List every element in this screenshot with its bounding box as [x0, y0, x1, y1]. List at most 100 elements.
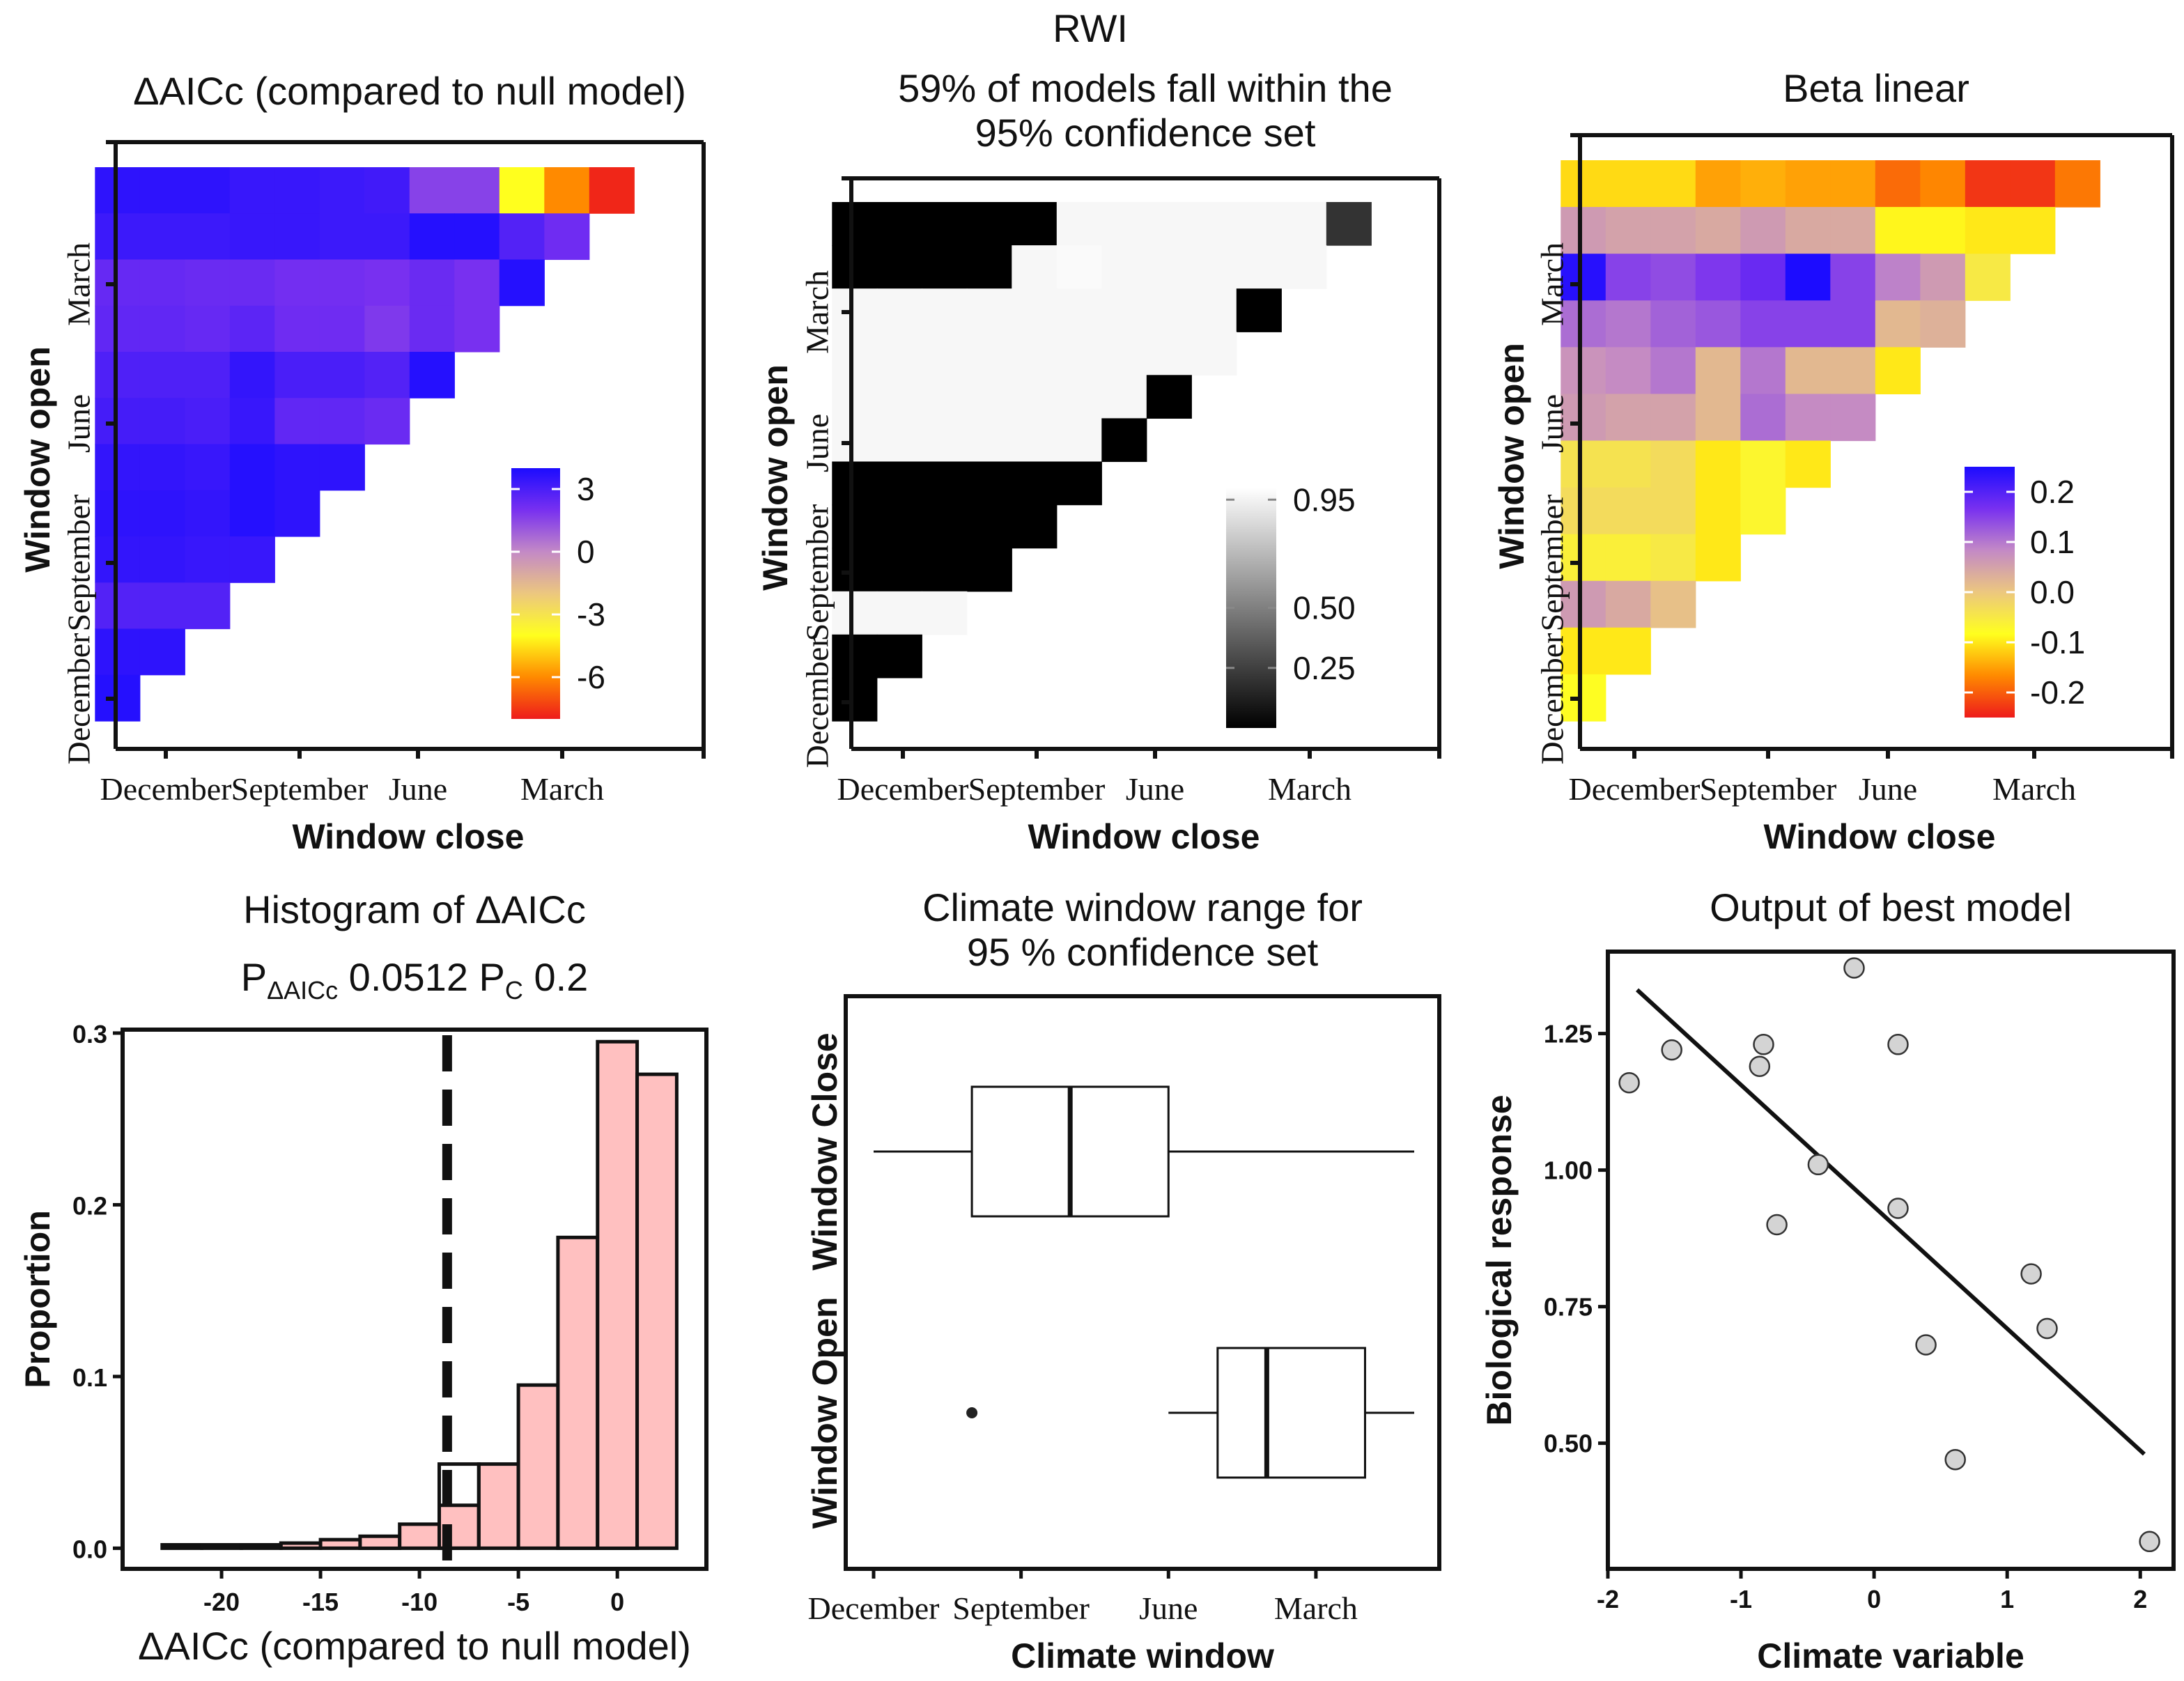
y-category-label: Window Close	[805, 1032, 844, 1270]
heatmap-cell	[1560, 487, 1606, 535]
heatmap-cell	[966, 418, 1012, 463]
data-point	[1753, 1034, 1774, 1055]
heatmap-cell	[1695, 254, 1741, 301]
heatmap-cell	[139, 628, 185, 676]
y-tick-label: 0.0	[72, 1535, 107, 1563]
panel-title: Histogram of ΔAICc	[243, 888, 586, 931]
histogram-bar	[200, 1543, 243, 1550]
legend-colorbar	[511, 468, 560, 719]
data-point	[1887, 1198, 1909, 1219]
heatmap-cell	[1740, 254, 1786, 301]
x-tick-label-june: June	[1859, 771, 1917, 807]
legend-tick-label: 0.0	[2030, 574, 2075, 610]
heatmap-cell	[1830, 160, 1876, 208]
heatmap-cell	[1740, 160, 1786, 208]
heatmap-cell	[966, 245, 1012, 289]
heatmap-cell	[319, 444, 365, 491]
histogram-bar	[358, 1534, 402, 1550]
heatmap-cell	[2010, 160, 2056, 208]
panel-title-line: 95 % confidence set	[967, 930, 1319, 974]
panel-title-line: 59% of models fall within the	[898, 66, 1393, 110]
heatmap-cell	[1101, 418, 1147, 463]
x-tick-label-march: March	[1992, 771, 2076, 807]
x-tick-label: March	[1274, 1590, 1358, 1626]
heatmap-cell	[499, 259, 545, 307]
heatmap-cell	[364, 398, 410, 445]
heatmap-cell	[1605, 394, 1651, 442]
heatmap-cell	[922, 548, 968, 592]
heatmap-cell	[409, 213, 455, 261]
legend-tick-label: -3	[577, 596, 605, 633]
heatmap-cell	[876, 634, 922, 679]
heatmap-cell	[1695, 487, 1741, 535]
heatmap-cell	[1785, 440, 1831, 488]
y-tick-label: 0.2	[72, 1191, 107, 1220]
heatmap-cell	[544, 167, 590, 214]
subtitle-part: P	[241, 955, 267, 999]
heatmap-cell	[1650, 580, 1696, 628]
heatmap-cell	[1012, 245, 1058, 289]
data-point	[1944, 1448, 1966, 1471]
heatmap-cell	[1560, 534, 1606, 582]
x-tick-label-september: September	[968, 771, 1106, 807]
heatmap-cell	[1056, 332, 1102, 375]
y-tick-label-june: June	[1535, 394, 1570, 453]
x-tick-label: -20	[203, 1588, 240, 1616]
heatmap-cell	[1920, 300, 1966, 348]
heatmap-cell	[1146, 375, 1192, 419]
y-tick-label: 0.50	[1544, 1430, 1593, 1458]
heatmap-cell	[1740, 347, 1786, 394]
heatmap-cell	[185, 398, 231, 445]
x-tick-label-september: September	[231, 771, 369, 807]
heatmap-cell	[1056, 418, 1102, 463]
heatmap-cell	[1605, 160, 1651, 208]
heatmap-cell	[1146, 332, 1192, 375]
heatmap-cell	[832, 677, 878, 722]
heatmap-cell	[966, 548, 1012, 592]
x-tick-label: 2	[2133, 1585, 2147, 1613]
heatmap-cell	[1236, 202, 1282, 246]
heatmap-cell	[1965, 207, 2011, 254]
subtitle-part: ΔAICc	[267, 976, 338, 1005]
x-tick-label-june: June	[1126, 771, 1184, 807]
figure-suptitle: RWI	[1053, 6, 1128, 50]
heatmap-cell	[229, 398, 275, 445]
histogram-bar	[318, 1537, 362, 1550]
heatmap-cell	[185, 536, 231, 583]
x-axis-title: Window close	[293, 817, 525, 856]
x-tick-label: 1	[2000, 1585, 2014, 1613]
heatmap-cell	[1560, 580, 1606, 628]
data-point	[2036, 1317, 2058, 1340]
data-point	[1618, 1071, 1640, 1094]
heatmap-cell	[832, 548, 878, 592]
heatmap-cell	[1605, 580, 1651, 628]
box-window-open	[966, 1347, 1414, 1479]
y-tick-label: 1.00	[1544, 1156, 1593, 1185]
heatmap-cell	[1236, 288, 1282, 332]
heatmap-cell	[1056, 202, 1102, 246]
heatmap-cell	[1146, 288, 1192, 332]
x-axis-title: Climate variable	[1757, 1636, 2024, 1675]
panel-subtitle: PΔAICc 0.0512 PC 0.2	[241, 955, 589, 1005]
data-point	[1843, 957, 1865, 979]
heatmap-cell	[185, 305, 231, 353]
y-tick-label-june: June	[61, 394, 97, 453]
data-point	[1887, 1034, 1909, 1055]
heatmap-cell	[319, 259, 365, 307]
heatmap-cell	[1101, 202, 1147, 246]
heatmap-cell	[1785, 394, 1831, 442]
y-tick-label-december: December	[1535, 633, 1570, 765]
heatmap-cell	[1785, 347, 1831, 394]
heatmap-cell	[1650, 394, 1696, 442]
x-axis-title: ΔAICc (compared to null model)	[138, 1624, 691, 1668]
data-point	[1807, 1154, 1829, 1176]
histogram-bar	[635, 1072, 679, 1550]
heatmap-cell	[1830, 254, 1876, 301]
heatmap-cell	[589, 167, 635, 214]
x-tick-label: -2	[1597, 1585, 1619, 1613]
panel-title-line: Climate window range for	[922, 885, 1363, 929]
y-axis-title: Biological response	[1480, 1094, 1519, 1425]
y-tick-label-march: March	[61, 242, 97, 326]
heatmap-cell	[1650, 300, 1696, 348]
